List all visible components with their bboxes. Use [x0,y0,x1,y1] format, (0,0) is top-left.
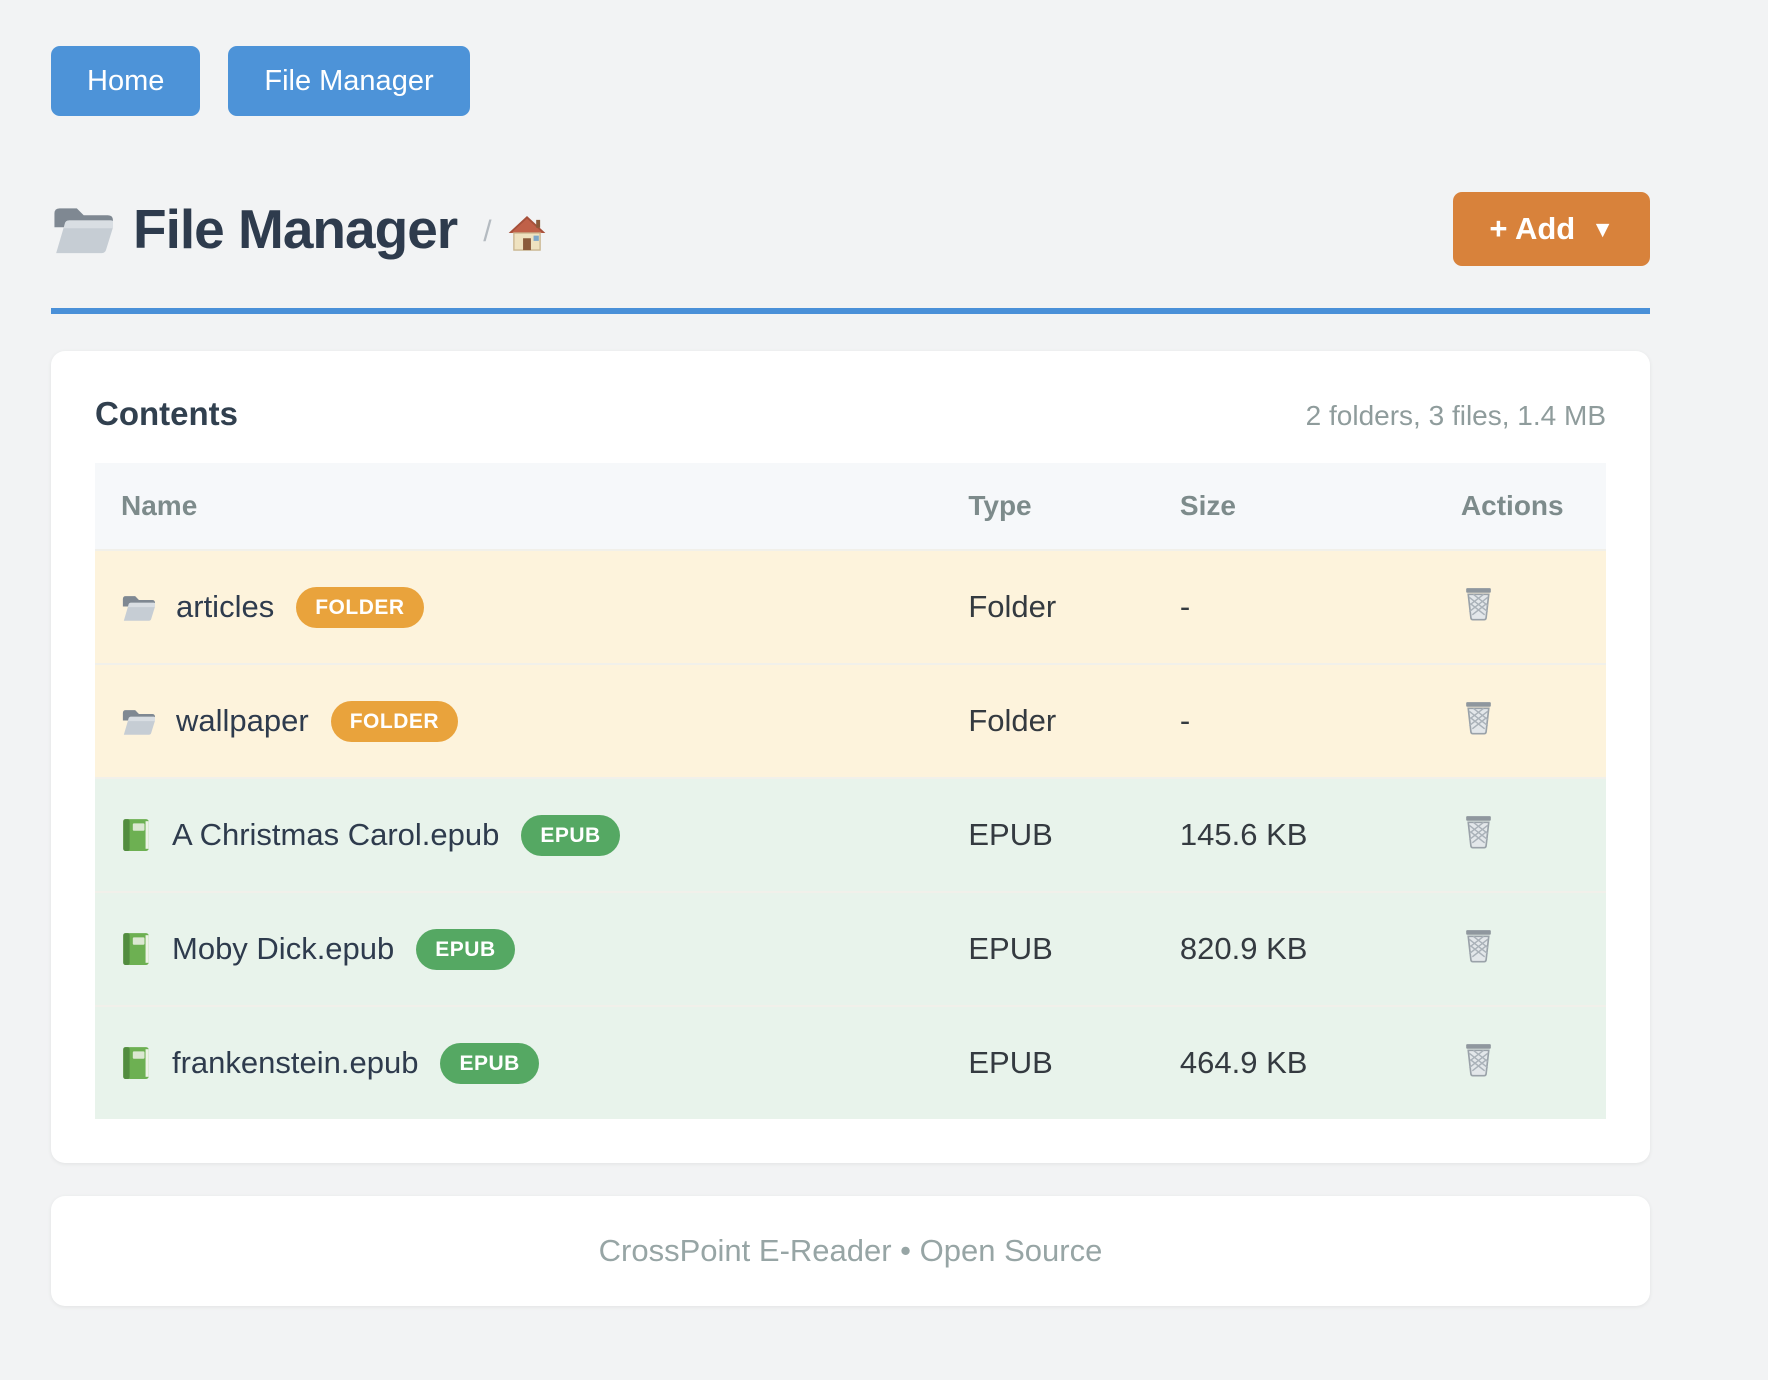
title-group: File Manager / [51,197,548,261]
size-cell: - [1179,663,1461,778]
book-icon [121,818,151,852]
folder-icon [51,201,115,257]
page-title: File Manager [133,198,458,260]
contents-header: Contents 2 folders, 3 files, 1.4 MB [95,395,1606,433]
breadcrumb-home-link[interactable] [506,212,548,254]
type-badge: FOLDER [330,700,459,742]
chevron-down-icon: ▼ [1591,215,1614,242]
header-divider [51,308,1650,314]
type-cell: EPUB [968,1005,1180,1119]
contents-title: Contents [95,395,238,432]
table-row: articles FOLDER Folder - [95,549,1606,664]
column-header-type: Type [968,463,1180,550]
table-row: Moby Dick.epub EPUB EPUB 820.9 KB [95,891,1606,1006]
type-badge: EPUB [416,928,515,970]
size-cell: 820.9 KB [1179,891,1461,1006]
contents-card: Contents 2 folders, 3 files, 1.4 MB Name… [51,351,1650,1163]
type-cell: Folder [968,549,1180,664]
page-header: File Manager / + Add ▼ [51,192,1650,266]
footer: CrossPoint E-Reader • Open Source [51,1196,1650,1306]
type-cell: EPUB [968,777,1180,892]
book-icon [121,1046,151,1080]
trash-icon [1461,812,1496,851]
table-row: A Christmas Carol.epub EPUB EPUB 145.6 K… [95,777,1606,892]
file-table: Name Type Size Actions articles FOLDER F… [95,463,1606,1119]
delete-button[interactable] [1461,1040,1496,1079]
type-cell: EPUB [968,891,1180,1006]
size-cell: 145.6 KB [1179,777,1461,892]
item-name-link[interactable]: articles [176,589,275,624]
name-cell: articles FOLDER [95,586,968,628]
trash-icon [1461,584,1496,623]
delete-button[interactable] [1461,812,1496,851]
trash-icon [1461,698,1496,737]
table-header-row: Name Type Size Actions [95,463,1606,550]
file-table-body: articles FOLDER Folder - wallpaper [95,549,1606,1119]
delete-button[interactable] [1461,926,1496,965]
delete-button[interactable] [1461,584,1496,623]
trash-icon [1461,1040,1496,1079]
add-dropdown-button[interactable]: + Add ▼ [1453,192,1650,266]
item-name-link[interactable]: wallpaper [176,703,309,738]
type-cell: Folder [968,663,1180,778]
add-button-label: + Add [1489,211,1576,246]
book-icon [121,932,151,966]
name-cell: Moby Dick.epub EPUB [95,928,968,970]
item-name-link[interactable]: frankenstein.epub [172,1045,419,1080]
name-cell: A Christmas Carol.epub EPUB [95,814,968,856]
page: Home File Manager File Manager / + Add ▼… [51,0,1650,1306]
name-cell: frankenstein.epub EPUB [95,1042,968,1084]
trash-icon [1461,926,1496,965]
column-header-actions: Actions [1460,463,1606,550]
breadcrumb-separator: / [483,215,492,248]
footer-text: CrossPoint E-Reader • Open Source [598,1233,1103,1268]
top-nav: Home File Manager [51,0,1650,116]
size-cell: - [1179,549,1461,664]
column-header-size: Size [1179,463,1461,550]
nav-home-button[interactable]: Home [51,46,201,116]
contents-summary: 2 folders, 3 files, 1.4 MB [1305,400,1606,431]
folder-icon [121,706,156,737]
name-cell: wallpaper FOLDER [95,700,968,742]
item-name-link[interactable]: Moby Dick.epub [172,931,395,966]
table-row: wallpaper FOLDER Folder - [95,663,1606,778]
type-badge: FOLDER [296,586,424,628]
table-row: frankenstein.epub EPUB EPUB 464.9 KB [95,1005,1606,1119]
item-name-link[interactable]: A Christmas Carol.epub [172,817,500,852]
type-badge: EPUB [521,814,620,856]
size-cell: 464.9 KB [1179,1005,1461,1119]
home-icon [506,212,548,254]
column-header-name: Name [95,463,969,550]
type-badge: EPUB [440,1042,539,1084]
nav-file-manager-button[interactable]: File Manager [228,46,470,116]
folder-icon [121,592,156,623]
delete-button[interactable] [1461,698,1496,737]
